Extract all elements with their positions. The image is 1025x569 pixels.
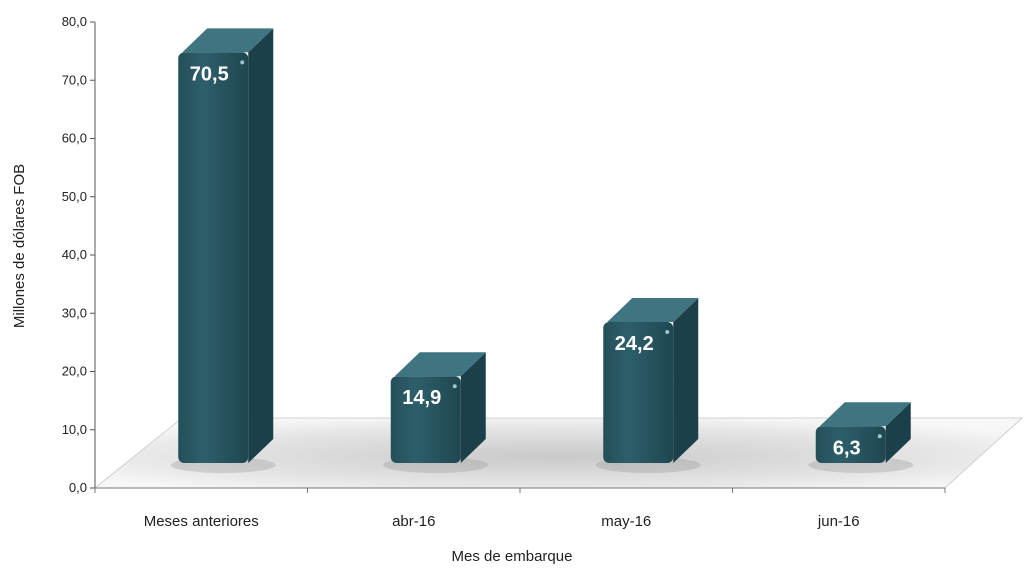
x-category-label: jun-16 <box>817 513 860 530</box>
bar-top <box>394 352 486 377</box>
bar-side <box>460 352 486 463</box>
bars: 70,5 14,9 24,2 6,3 <box>170 28 914 473</box>
bar: 70,5 <box>170 28 276 473</box>
bar-side <box>673 298 699 463</box>
x-axis-title: Mes de embarque <box>452 548 573 565</box>
x-category-label: Meses anteriores <box>144 513 259 530</box>
bar-top <box>819 402 911 427</box>
bar-front <box>603 322 674 463</box>
bar-highlight <box>452 384 457 389</box>
bar-top <box>607 298 699 323</box>
x-axis-categories: Meses anteriores abr-16 may-16 jun-16 <box>144 513 860 530</box>
bar: 14,9 <box>383 352 489 473</box>
bar-value-label: 70,5 <box>190 63 229 85</box>
bar-side <box>885 402 911 463</box>
x-category-label: abr-16 <box>392 513 435 530</box>
y-tick-label: 50,0 <box>62 189 87 204</box>
bar-front <box>178 52 249 464</box>
bar-front <box>815 426 886 463</box>
y-tick-label: 60,0 <box>62 131 87 146</box>
y-tick-label: 80,0 <box>62 14 87 29</box>
y-axis: 0,0 10,0 20,0 30,0 40,0 50,0 60,0 70,0 80,0 <box>62 14 946 495</box>
y-axis-title: Millones de dólares FOB <box>11 164 28 328</box>
y-tick-label: 40,0 <box>62 247 87 262</box>
x-category-label: may-16 <box>601 513 651 530</box>
y-tick-label: 20,0 <box>62 364 87 379</box>
bar-top <box>182 28 274 53</box>
y-tick-label: 30,0 <box>62 305 87 320</box>
y-tick-label: 0,0 <box>69 480 87 495</box>
bar: 24,2 <box>595 298 701 473</box>
y-tick-label: 70,0 <box>62 72 87 87</box>
bar-highlight <box>665 330 670 335</box>
bar-front <box>390 376 461 463</box>
bar-highlight <box>240 60 245 65</box>
y-tick-label: 10,0 <box>62 422 87 437</box>
bar-highlight <box>877 434 882 439</box>
bar-value-label: 6,3 <box>833 437 861 459</box>
bar-side <box>248 28 274 464</box>
bar: 6,3 <box>808 402 914 473</box>
bar-value-label: 24,2 <box>615 333 654 355</box>
bar-value-label: 14,9 <box>402 387 441 409</box>
